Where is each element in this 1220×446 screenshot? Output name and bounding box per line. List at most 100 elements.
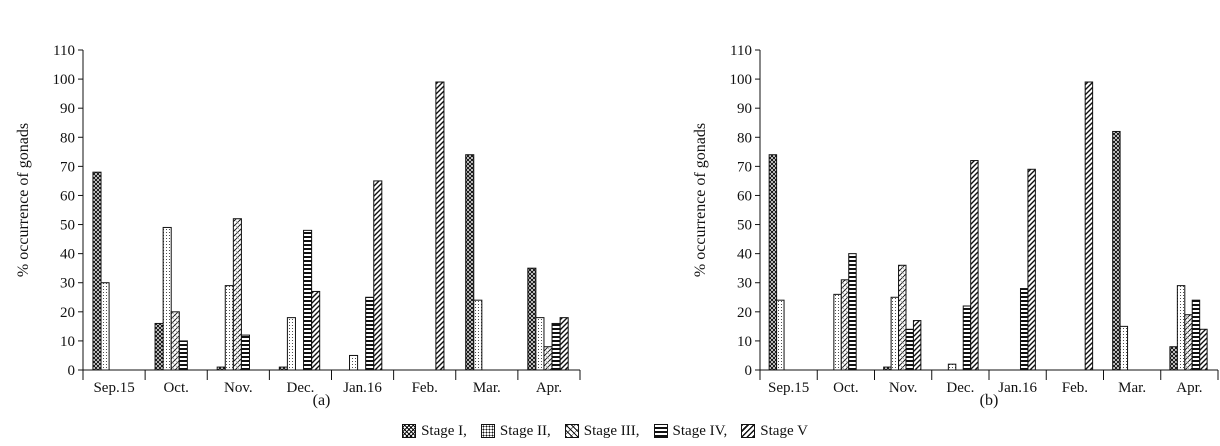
bar-stage-ii [535,317,545,371]
legend-swatch-stage-3 [564,424,579,438]
bar-stage-iii [1184,314,1193,371]
y-tick-label: 90 [60,101,75,117]
chart-legend: Stage I, Stage II, Stage III, Stage IV, … [0,420,1220,442]
bar-stage-i [1169,346,1178,371]
bar-stage-iv [1191,299,1201,371]
bar-stage-iv [240,334,250,371]
chart-panel-a: 0 10 20 30 40 50 60 70 80 90 100 110 % occurrence of… [15,43,581,409]
y-axis-label: % occurrence of gonads [692,123,709,277]
bar-stage-i [768,154,778,371]
bar-stage-i [92,171,102,371]
chart-panel-b: 0 10 20 30 40 50 60 70 80 90 100 110 % occurrence of… [692,43,1219,409]
x-tick-label: Dec. [286,380,314,396]
bar-stage-i [465,154,475,371]
y-tick-label: 70 [737,159,752,175]
bar-stage-iv [365,296,375,371]
bar-stage-v [559,317,569,371]
y-tick-label: 60 [737,188,752,204]
legend-item-stage-2: Stage II, [480,422,551,440]
x-tick-label: Feb. [1062,380,1088,396]
bar-stage-iv [551,322,561,371]
bar-stage-ii [349,354,359,371]
y-tick-label: 100 [730,72,753,88]
bar-stage-ii [286,317,296,371]
x-tick-label: Nov. [224,380,253,396]
x-tick-label: Apr. [536,380,562,396]
bar-stage-ii [890,296,900,371]
bar-stage-iii [232,218,242,371]
bar-stage-iv [905,328,914,371]
bar-stage-iii [543,346,553,371]
y-tick-label: 30 [60,276,75,292]
y-axis-label: % occurrence of gonads [15,123,32,277]
legend-label: Stage III, [583,422,640,439]
panel-label: (b) [980,392,999,409]
bar-stage-ii [100,282,110,371]
bar-stage-i [278,366,288,371]
bar-stage-i [1112,130,1121,371]
bar-stage-v [912,320,922,371]
bar-stage-ii [473,299,483,371]
y-tick-label: 90 [737,101,752,117]
y-tick-label: 80 [737,130,752,146]
y-tick-label: 20 [60,305,75,321]
y-tick-label: 70 [60,159,75,175]
y-tick-label: 100 [53,72,76,88]
legend-swatch-stage-5 [741,424,756,438]
y-tick-label: 40 [737,247,752,263]
y-tick-label: 50 [60,218,75,234]
bar-stage-ii [947,363,957,371]
bar-stage-ii [162,226,172,371]
x-tick-label: Mar. [1118,380,1146,396]
x-tick-label: Apr. [1176,380,1202,396]
y-tick-label: 110 [53,43,75,59]
legend-item-stage-4: Stage IV, [653,422,728,440]
x-tick-label: Jan.16 [343,380,382,396]
y-tick-label: 60 [60,188,75,204]
bar-stage-i [883,366,892,371]
x-tick-label: Feb. [412,380,438,396]
y-tick-label: 0 [68,363,76,379]
bar-stage-iv [1019,288,1029,371]
legend-item-stage-3: Stage III, [564,422,640,440]
bar-stage-ii [1119,325,1129,371]
panel-label: (a) [313,392,331,409]
bar-stage-iii [898,264,907,371]
bar-stage-i [527,267,537,371]
bar-stage-v [435,81,445,371]
legend-label: Stage IV, [672,422,728,439]
bar-stage-ii [224,285,234,371]
bar-stage-v [970,160,979,371]
bar-stage-iv [848,253,857,371]
bar-stage-iii [170,311,180,371]
bar-stage-ii [776,299,785,371]
legend-label: Stage I, [421,422,467,439]
bar-stage-i [154,322,164,371]
legend-swatch-stage-1 [402,424,417,438]
legend-label: Stage V [760,422,808,439]
legend-swatch-stage-2 [480,424,495,438]
bar-stage-v [1027,168,1036,371]
bar-stage-ii [833,293,842,371]
y-tick-label: 80 [60,130,75,146]
y-tick-label: 110 [730,43,752,59]
x-tick-label: Sep.15 [93,380,134,396]
x-tick-label: Mar. [473,380,501,396]
y-tick-label: 40 [60,247,75,263]
bar-stage-iii [840,279,850,371]
y-tick-label: 20 [737,305,752,321]
bar-stage-iv [962,305,972,371]
y-tick-label: 10 [737,334,752,350]
x-tick-label: Jan.16 [998,380,1037,396]
y-tick-label: 10 [60,334,75,350]
bar-stage-v [1084,81,1094,371]
x-tick-label: Dec. [946,380,974,396]
legend-item-stage-5: Stage V [741,423,808,440]
legend-item-stage-1: Stage I, [402,423,467,440]
y-tick-label: 30 [737,276,752,292]
y-tick-label: 0 [745,363,753,379]
legend-label: Stage II, [499,422,551,439]
bar-stage-v [311,290,321,371]
bar-stage-iv [303,229,313,371]
